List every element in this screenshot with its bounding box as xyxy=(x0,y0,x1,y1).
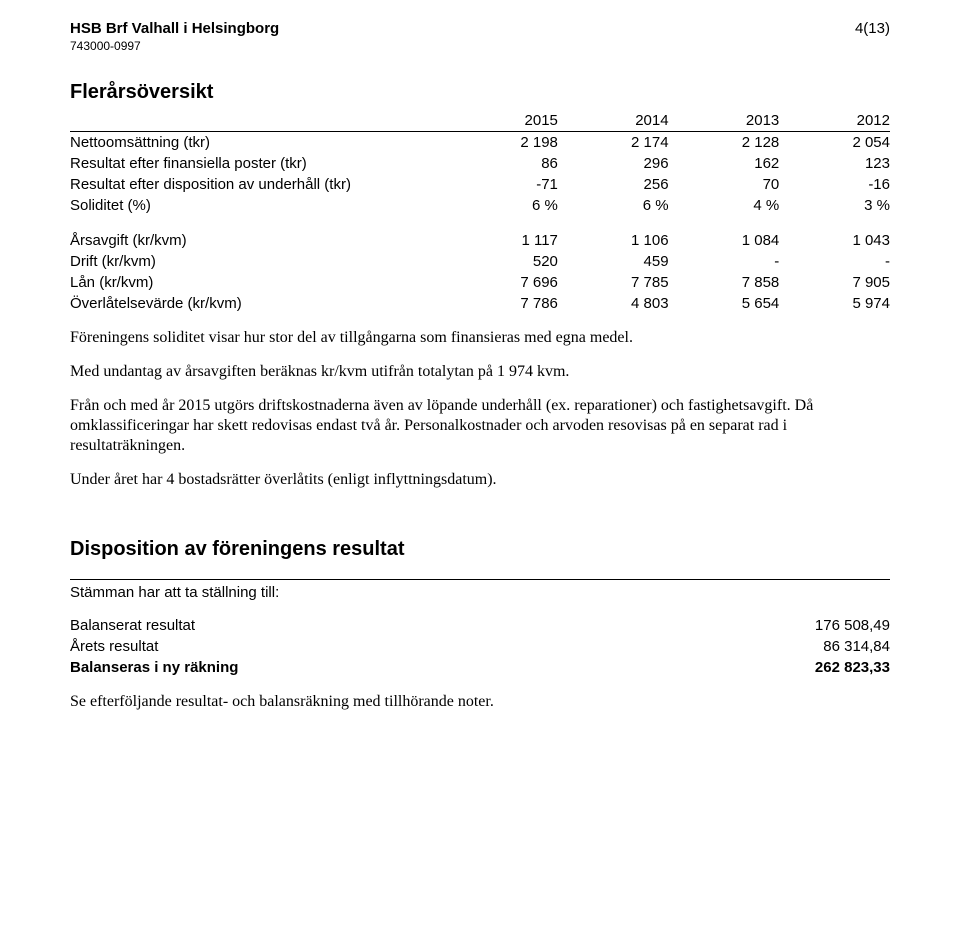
body-paragraph: Under året har 4 bostadsrätter överlåtit… xyxy=(70,470,890,490)
row-label: Överlåtelsevärde (kr/kvm) xyxy=(70,293,447,314)
row-label: Resultat efter disposition av underhåll … xyxy=(70,174,447,195)
overview-table: 2015 2014 2013 2012 Nettoomsättning (tkr… xyxy=(70,110,890,314)
table-row: Resultat efter disposition av underhåll … xyxy=(70,174,890,195)
cell: 256 xyxy=(558,174,669,195)
cell: 4 % xyxy=(669,195,780,216)
amount: 176 508,49 xyxy=(637,615,890,636)
cell: 2 174 xyxy=(558,132,669,154)
amount: 262 823,33 xyxy=(637,657,890,678)
cell: 2 054 xyxy=(779,132,890,154)
row-label: Balanserat resultat xyxy=(70,615,637,636)
footer-note: Se efterföljande resultat- och balansräk… xyxy=(70,692,890,712)
page-number: 4(13) xyxy=(855,20,890,37)
cell: 2 128 xyxy=(669,132,780,154)
year-col: 2015 xyxy=(447,110,558,132)
cell: 7 785 xyxy=(558,272,669,293)
cell: 70 xyxy=(669,174,780,195)
body-paragraph: Från och med år 2015 utgörs driftskostna… xyxy=(70,396,890,456)
cell: 5 654 xyxy=(669,293,780,314)
cell: 7 858 xyxy=(669,272,780,293)
cell: 4 803 xyxy=(558,293,669,314)
overview-title: Flerårsöversikt xyxy=(70,81,890,104)
row-label: Årets resultat xyxy=(70,636,637,657)
org-name: HSB Brf Valhall i Helsingborg xyxy=(70,20,279,37)
cell: 123 xyxy=(779,153,890,174)
amount: 86 314,84 xyxy=(637,636,890,657)
cell: 296 xyxy=(558,153,669,174)
year-col: 2013 xyxy=(669,110,780,132)
cell: 86 xyxy=(447,153,558,174)
cell: 162 xyxy=(669,153,780,174)
overview-header-row: 2015 2014 2013 2012 xyxy=(70,110,890,132)
cell: 459 xyxy=(558,251,669,272)
row-label: Nettoomsättning (tkr) xyxy=(70,132,447,154)
org-number: 743000-0997 xyxy=(70,39,279,53)
cell: -71 xyxy=(447,174,558,195)
cell: 6 % xyxy=(447,195,558,216)
table-row: Soliditet (%) 6 % 6 % 4 % 3 % xyxy=(70,195,890,216)
total-row: Balanseras i ny räkning 262 823,33 xyxy=(70,657,890,678)
cell: 7 786 xyxy=(447,293,558,314)
cell: 7 905 xyxy=(779,272,890,293)
table-row: Årets resultat 86 314,84 xyxy=(70,636,890,657)
disposition-subtitle: Stämman har att ta ställning till: xyxy=(70,579,890,601)
table-row: Överlåtelsevärde (kr/kvm) 7 786 4 803 5 … xyxy=(70,293,890,314)
year-col: 2014 xyxy=(558,110,669,132)
cell: 1 043 xyxy=(779,230,890,251)
row-label: Årsavgift (kr/kvm) xyxy=(70,230,447,251)
year-col: 2012 xyxy=(779,110,890,132)
cell: 3 % xyxy=(779,195,890,216)
cell: 1 117 xyxy=(447,230,558,251)
cell: 1 084 xyxy=(669,230,780,251)
cell: 1 106 xyxy=(558,230,669,251)
disposition-title: Disposition av föreningens resultat xyxy=(70,538,890,561)
cell: -16 xyxy=(779,174,890,195)
body-paragraph: Med undantag av årsavgiften beräknas kr/… xyxy=(70,362,890,382)
table-row: Lån (kr/kvm) 7 696 7 785 7 858 7 905 xyxy=(70,272,890,293)
table-row: Årsavgift (kr/kvm) 1 117 1 106 1 084 1 0… xyxy=(70,230,890,251)
table-row: Resultat efter finansiella poster (tkr) … xyxy=(70,153,890,174)
row-label: Soliditet (%) xyxy=(70,195,447,216)
cell: 5 974 xyxy=(779,293,890,314)
cell: - xyxy=(669,251,780,272)
cell: 7 696 xyxy=(447,272,558,293)
cell: 6 % xyxy=(558,195,669,216)
table-row: Balanserat resultat 176 508,49 xyxy=(70,615,890,636)
cell: 2 198 xyxy=(447,132,558,154)
row-label: Balanseras i ny räkning xyxy=(70,657,637,678)
body-paragraph: Föreningens soliditet visar hur stor del… xyxy=(70,328,890,348)
disposition-table: Balanserat resultat 176 508,49 Årets res… xyxy=(70,615,890,678)
cell: 520 xyxy=(447,251,558,272)
table-row: Drift (kr/kvm) 520 459 - - xyxy=(70,251,890,272)
row-label: Drift (kr/kvm) xyxy=(70,251,447,272)
row-label: Resultat efter finansiella poster (tkr) xyxy=(70,153,447,174)
cell: - xyxy=(779,251,890,272)
table-row: Nettoomsättning (tkr) 2 198 2 174 2 128 … xyxy=(70,132,890,154)
row-label: Lån (kr/kvm) xyxy=(70,272,447,293)
